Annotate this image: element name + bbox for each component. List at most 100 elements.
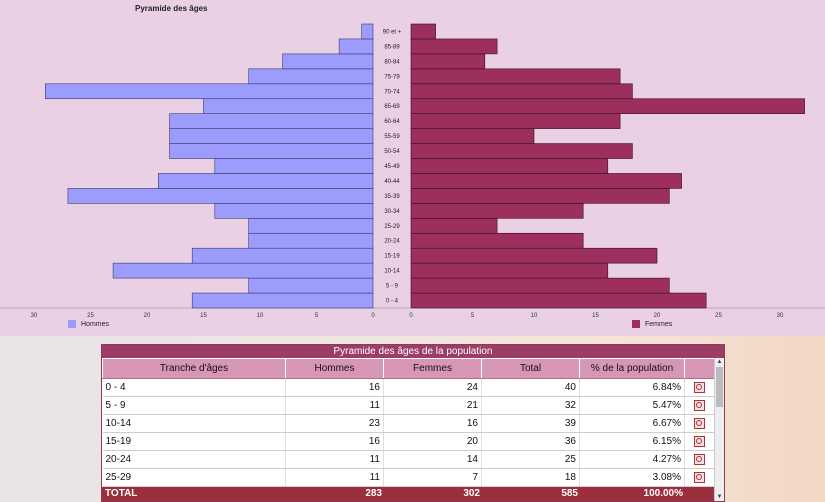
bar-hommes: [45, 84, 373, 99]
table-total-row: TOTAL 283 302 585 100.00%: [102, 487, 714, 501]
magnifier-icon[interactable]: [694, 400, 705, 411]
population-table-panel: Pyramide des âges de la population Tranc…: [101, 344, 725, 502]
x-tick-label-femmes: 25: [715, 313, 722, 319]
x-tick-label-hommes: 25: [87, 313, 94, 319]
cell-tranche: 10-14: [103, 415, 286, 433]
header-pourcentage[interactable]: % de la population: [580, 359, 685, 379]
age-group-label: 60-64: [384, 119, 400, 125]
legend-hommes: Hommes: [68, 320, 109, 328]
bar-femmes: [411, 203, 583, 218]
x-tick-label-femmes: 30: [777, 313, 784, 319]
row-detail-cell: [685, 469, 715, 487]
x-tick-label-hommes: 5: [315, 313, 319, 319]
x-tick-label-hommes: 15: [200, 313, 207, 319]
row-detail-cell: [685, 433, 715, 451]
scroll-up-arrow-icon[interactable]: ▲: [715, 358, 724, 366]
magnifier-icon[interactable]: [694, 472, 705, 483]
bar-hommes: [204, 99, 374, 114]
cell-tranche: 20-24: [103, 451, 286, 469]
header-hommes[interactable]: Hommes: [286, 359, 384, 379]
x-tick-label-femmes: 15: [592, 313, 599, 319]
row-detail-cell: [685, 397, 715, 415]
x-tick-label-femmes: 0: [409, 313, 413, 319]
bar-femmes: [411, 188, 669, 203]
x-tick-label-hommes: 0: [371, 313, 375, 319]
bar-femmes: [411, 129, 534, 144]
x-tick-label-hommes: 20: [144, 313, 151, 319]
age-group-label: 65-69: [384, 104, 400, 110]
bar-hommes: [362, 24, 373, 39]
legend-swatch-femmes: [632, 320, 640, 328]
bar-hommes: [170, 114, 373, 129]
bar-femmes: [411, 114, 620, 129]
legend-label-hommes: Hommes: [81, 321, 109, 328]
cell-pourcentage: 6.67%: [580, 415, 685, 433]
cell-hommes: 11: [286, 469, 384, 487]
magnifier-icon[interactable]: [694, 418, 705, 429]
cell-pourcentage: 3.08%: [580, 469, 685, 487]
age-group-label: 75-79: [384, 74, 400, 80]
legend-swatch-hommes: [68, 320, 76, 328]
scroll-thumb[interactable]: [716, 367, 723, 407]
cell-pourcentage: 6.84%: [580, 379, 685, 397]
bar-femmes: [411, 263, 608, 278]
age-group-label: 25-29: [384, 224, 400, 230]
cell-hommes: 16: [286, 379, 384, 397]
bar-hommes: [339, 39, 373, 54]
legend-femmes: Femmes: [632, 320, 672, 328]
header-tranche[interactable]: Tranche d'âges: [103, 359, 286, 379]
bar-femmes: [411, 144, 632, 159]
total-hommes: 283: [342, 488, 382, 499]
bar-femmes: [411, 248, 657, 263]
age-group-label: 0 - 4: [386, 299, 399, 305]
bar-hommes: [283, 54, 373, 69]
bar-femmes: [411, 24, 436, 39]
bar-femmes: [411, 159, 608, 174]
legend-label-femmes: Femmes: [645, 321, 672, 328]
cell-femmes: 16: [384, 415, 482, 433]
cell-hommes: 11: [286, 397, 384, 415]
cell-femmes: 7: [384, 469, 482, 487]
x-tick-label-hommes: 30: [31, 313, 38, 319]
row-detail-cell: [685, 379, 715, 397]
age-group-label: 80-84: [384, 59, 400, 65]
bar-femmes: [411, 218, 497, 233]
header-actions: [685, 359, 715, 379]
header-femmes[interactable]: Femmes: [384, 359, 482, 379]
bar-hommes: [249, 218, 373, 233]
bar-hommes: [192, 293, 373, 308]
cell-tranche: 15-19: [103, 433, 286, 451]
cell-femmes: 20: [384, 433, 482, 451]
cell-femmes: 14: [384, 451, 482, 469]
cell-hommes: 16: [286, 433, 384, 451]
table-scrollbar[interactable]: ▲ ▼: [714, 358, 724, 501]
table-header-row: Tranche d'âges Hommes Femmes Total % de …: [103, 359, 715, 379]
magnifier-icon[interactable]: [694, 436, 705, 447]
bar-hommes: [158, 173, 373, 188]
magnifier-icon[interactable]: [694, 454, 705, 465]
header-total[interactable]: Total: [482, 359, 580, 379]
cell-hommes: 11: [286, 451, 384, 469]
age-group-label: 5 - 9: [386, 284, 399, 290]
age-group-label: 70-74: [384, 89, 400, 95]
total-pourcentage: 100.00%: [623, 488, 683, 499]
cell-total: 18: [482, 469, 580, 487]
cell-total: 25: [482, 451, 580, 469]
x-tick-label-femmes: 20: [654, 313, 661, 319]
magnifier-icon[interactable]: [694, 382, 705, 393]
bar-hommes: [192, 248, 373, 263]
table-title: Pyramide des âges de la population: [102, 345, 724, 358]
cell-pourcentage: 5.47%: [580, 397, 685, 415]
bar-femmes: [411, 278, 669, 293]
age-group-label: 20-24: [384, 239, 400, 245]
bar-femmes: [411, 39, 497, 54]
bar-hommes: [249, 69, 373, 84]
cell-hommes: 23: [286, 415, 384, 433]
bar-hommes: [215, 159, 373, 174]
age-group-label: 90 et +: [383, 29, 402, 35]
